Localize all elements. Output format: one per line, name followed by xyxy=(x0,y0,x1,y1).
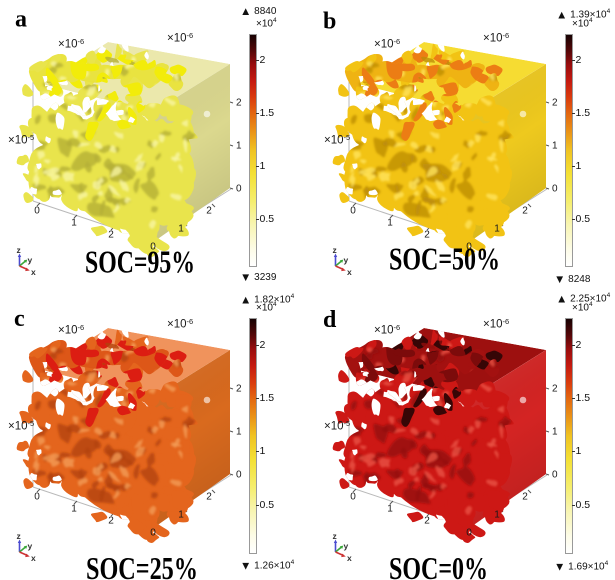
svg-text:SOC=95%: SOC=95% xyxy=(85,244,195,280)
svg-text:c: c xyxy=(14,306,25,332)
svg-text:SOC=50%: SOC=50% xyxy=(389,241,500,277)
svg-text:SOC=25%: SOC=25% xyxy=(86,550,198,580)
svg-text:a: a xyxy=(15,7,27,33)
svg-text:d: d xyxy=(323,307,337,333)
svg-text:SOC=0%: SOC=0% xyxy=(389,550,488,580)
svg-text:b: b xyxy=(323,9,336,35)
